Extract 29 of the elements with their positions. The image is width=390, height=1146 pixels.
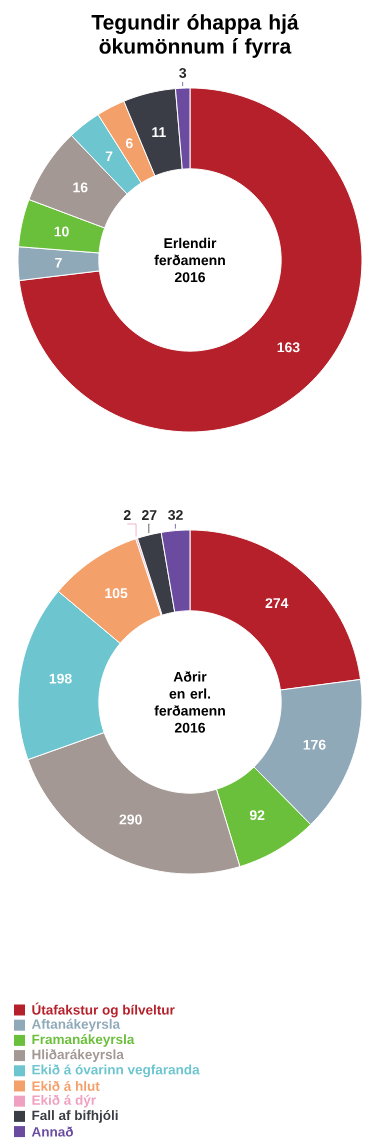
data-label: 7 xyxy=(55,257,62,268)
data-label: 16 xyxy=(73,182,88,193)
legend-label: Fall af bifhjóli xyxy=(32,1110,118,1123)
legend-label: Annað xyxy=(31,1126,73,1137)
data-label: 198 xyxy=(49,673,72,684)
legend-label: Framanákeyrsla xyxy=(32,1034,135,1047)
data-label: 7 xyxy=(105,151,113,162)
chart-title: Tegundir óhappa hjá ökumönnum í fyrra xyxy=(91,14,299,58)
data-label: 27 xyxy=(141,510,157,520)
legend-label: Útafakstur og bílveltur xyxy=(32,1002,175,1018)
data-label: 10 xyxy=(54,226,69,237)
data-label: 92 xyxy=(249,810,265,821)
slice-label: Aðrir en erl. ferðamenn 2016 xyxy=(154,671,225,733)
legend-label: Ekið á óvarinn vegfaranda xyxy=(32,1064,200,1078)
legend-label: Ekið á hlut xyxy=(32,1080,100,1091)
data-label: 2 xyxy=(123,510,131,520)
data-label: 32 xyxy=(168,510,183,520)
data-label: 11 xyxy=(152,127,166,137)
data-label: 163 xyxy=(277,342,300,353)
data-label: 3 xyxy=(179,68,187,78)
data-label: 105 xyxy=(105,588,128,599)
legend-label: Ekið á dýr xyxy=(32,1094,96,1108)
data-label: 274 xyxy=(265,598,289,608)
slice-label: Erlendir ferðamenn 2016 xyxy=(154,237,225,283)
data-label: 290 xyxy=(119,814,142,825)
data-label: 176 xyxy=(303,739,326,750)
data-label: 6 xyxy=(125,138,133,149)
legend-label: Hliðarákeyrsla xyxy=(32,1049,124,1062)
legend-label: Aftanákeyrsla xyxy=(31,1018,121,1032)
